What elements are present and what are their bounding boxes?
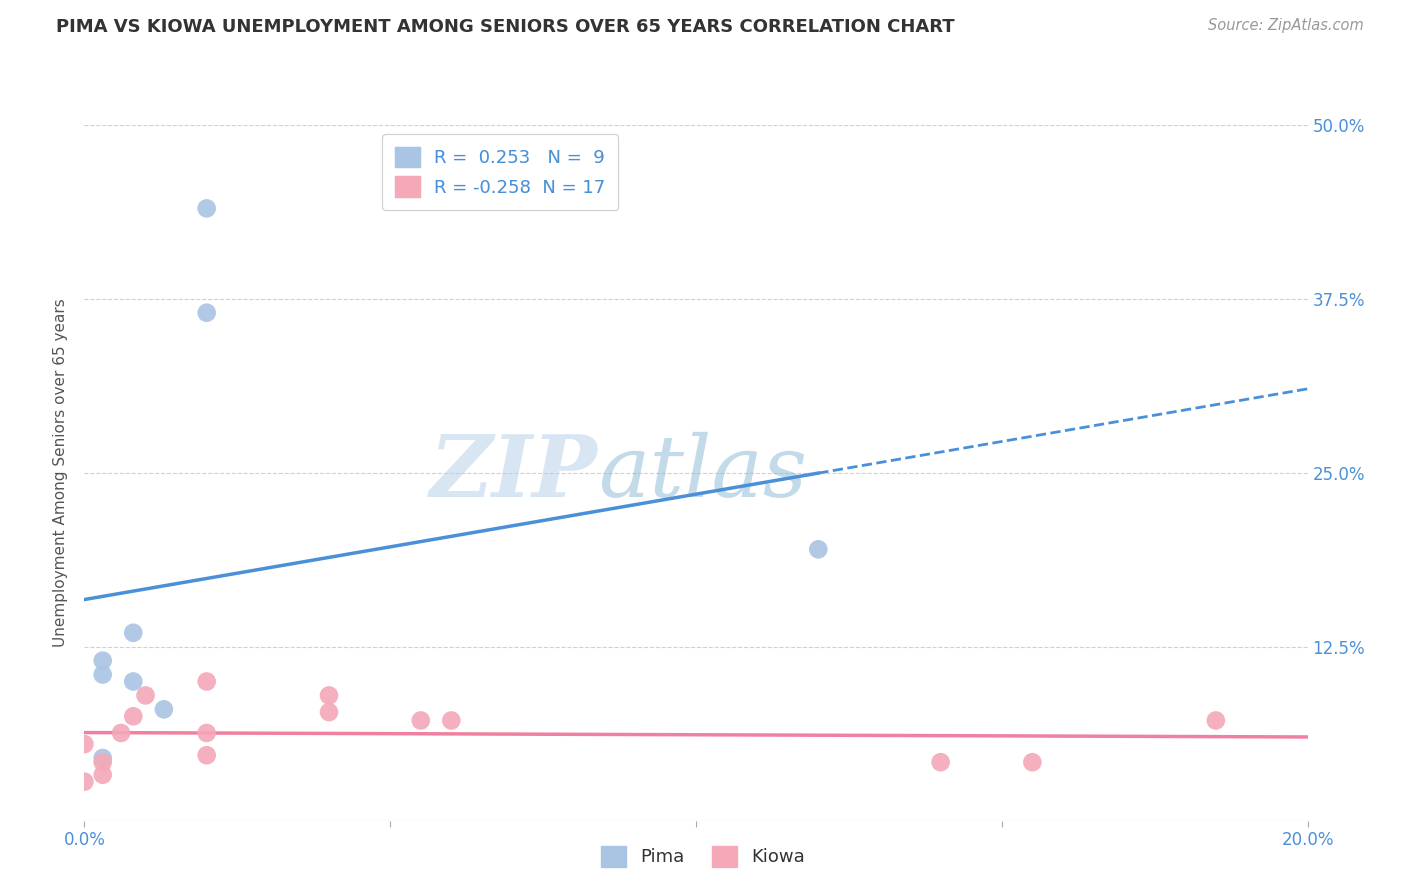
Point — [929, 755, 952, 769]
Legend: Pima, Kiowa: Pima, Kiowa — [593, 838, 813, 874]
Point — [440, 714, 463, 728]
Point — [122, 709, 145, 723]
Text: Source: ZipAtlas.com: Source: ZipAtlas.com — [1208, 18, 1364, 33]
Point — [91, 667, 114, 681]
Point — [110, 726, 132, 740]
Point — [91, 654, 114, 668]
Point — [1021, 755, 1043, 769]
Point — [91, 751, 114, 765]
Text: PIMA VS KIOWA UNEMPLOYMENT AMONG SENIORS OVER 65 YEARS CORRELATION CHART: PIMA VS KIOWA UNEMPLOYMENT AMONG SENIORS… — [56, 18, 955, 36]
Point — [135, 689, 157, 703]
Point — [122, 674, 145, 689]
Point — [91, 768, 114, 782]
Point — [1205, 714, 1227, 728]
Point — [153, 702, 176, 716]
Point — [195, 202, 218, 216]
Point — [318, 689, 340, 703]
Point — [807, 542, 830, 557]
Point — [409, 714, 432, 728]
Point — [318, 705, 340, 719]
Point — [195, 306, 218, 320]
Point — [195, 674, 218, 689]
Point — [73, 737, 96, 751]
Point — [195, 726, 218, 740]
Point — [73, 774, 96, 789]
Point — [91, 755, 114, 769]
Text: ZIP: ZIP — [430, 431, 598, 515]
Point — [122, 625, 145, 640]
Legend: R =  0.253   N =  9, R = -0.258  N = 17: R = 0.253 N = 9, R = -0.258 N = 17 — [382, 134, 619, 210]
Point — [195, 748, 218, 763]
Text: atlas: atlas — [598, 432, 807, 514]
Y-axis label: Unemployment Among Seniors over 65 years: Unemployment Among Seniors over 65 years — [53, 299, 69, 647]
